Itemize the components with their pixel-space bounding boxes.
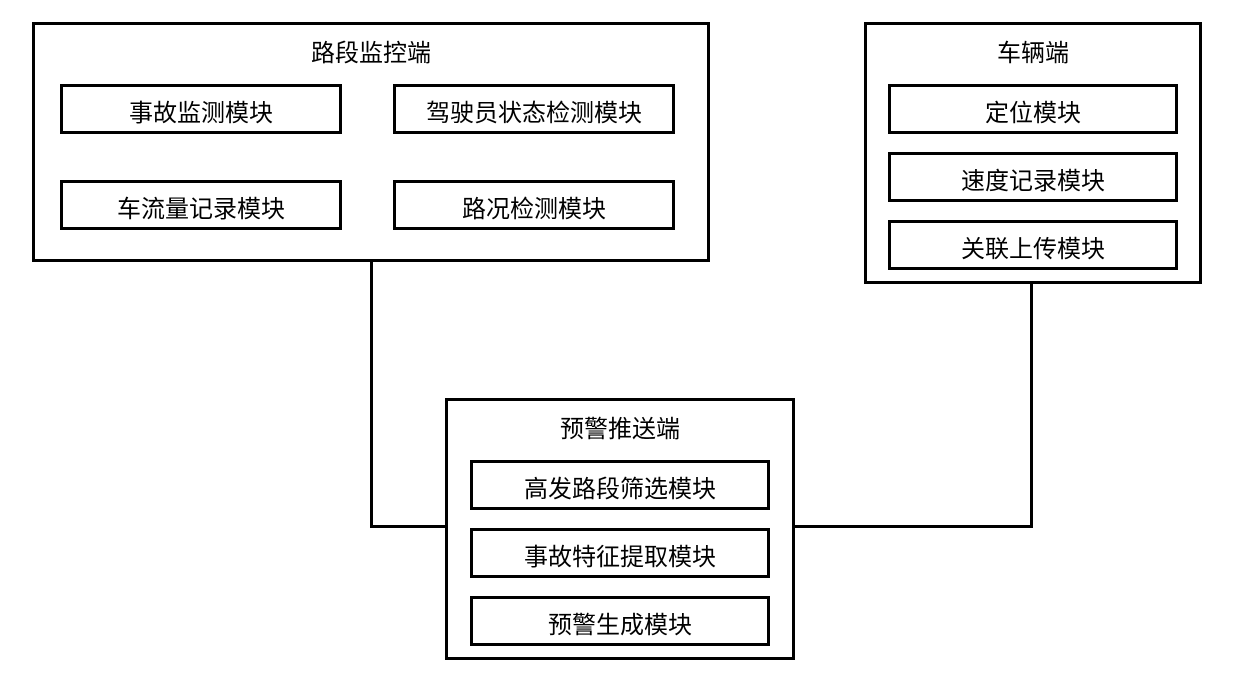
speed-record-module: 速度记录模块 (888, 152, 1178, 202)
module-label: 速度记录模块 (961, 168, 1105, 195)
high-incidence-screening-module: 高发路段筛选模块 (470, 460, 770, 510)
connector-b1-b3-horizontal (370, 525, 448, 528)
warning-generation-module: 预警生成模块 (470, 596, 770, 646)
module-label: 驾驶员状态检测模块 (426, 100, 642, 127)
accident-monitoring-module: 事故监测模块 (60, 84, 342, 134)
connector-b2-b3-horizontal (795, 525, 1033, 528)
connector-b1-b3-vertical (370, 262, 373, 528)
module-label: 预警生成模块 (548, 612, 692, 639)
module-label: 事故监测模块 (129, 100, 273, 127)
road-condition-detection-module: 路况检测模块 (393, 180, 675, 230)
vehicle-title: 车辆端 (867, 25, 1199, 80)
connector-b2-b3-vertical (1030, 284, 1033, 528)
module-label: 高发路段筛选模块 (524, 476, 716, 503)
module-label: 定位模块 (985, 100, 1081, 127)
road-monitoring-title: 路段监控端 (35, 25, 707, 80)
module-label: 关联上传模块 (961, 236, 1105, 263)
warning-push-title: 预警推送端 (448, 401, 792, 456)
driver-state-detection-module: 驾驶员状态检测模块 (393, 84, 675, 134)
positioning-module: 定位模块 (888, 84, 1178, 134)
accident-feature-extraction-module: 事故特征提取模块 (470, 528, 770, 578)
module-label: 路况检测模块 (462, 196, 606, 223)
traffic-flow-record-module: 车流量记录模块 (60, 180, 342, 230)
module-label: 事故特征提取模块 (524, 544, 716, 571)
associated-upload-module: 关联上传模块 (888, 220, 1178, 270)
module-label: 车流量记录模块 (117, 196, 285, 223)
